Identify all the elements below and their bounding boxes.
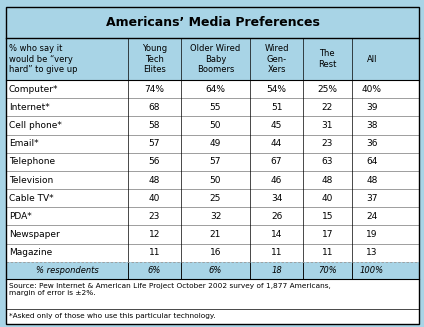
Text: % who say it
would be “very
hard” to give up: % who say it would be “very hard” to giv… — [9, 44, 78, 74]
Text: 25: 25 — [210, 194, 221, 203]
Text: Older Wired
Baby
Boomers: Older Wired Baby Boomers — [190, 44, 241, 74]
Text: All: All — [367, 55, 377, 63]
Bar — [6, 171, 419, 189]
Text: 21: 21 — [210, 230, 221, 239]
Text: Telephone: Telephone — [9, 157, 55, 166]
Text: 57: 57 — [149, 139, 160, 148]
Text: 31: 31 — [321, 121, 333, 130]
Bar — [6, 207, 419, 225]
Bar — [6, 279, 419, 309]
Text: 11: 11 — [321, 248, 333, 257]
Text: 34: 34 — [271, 194, 282, 203]
Text: *Asked only of those who use this particular technology.: *Asked only of those who use this partic… — [9, 313, 215, 319]
Bar — [6, 309, 419, 324]
Bar — [6, 225, 419, 244]
Bar — [6, 135, 419, 153]
Text: 64: 64 — [366, 157, 377, 166]
Text: 16: 16 — [210, 248, 221, 257]
Text: 45: 45 — [271, 121, 282, 130]
Text: Email*: Email* — [9, 139, 39, 148]
Text: 36: 36 — [366, 139, 378, 148]
Text: Television: Television — [9, 176, 53, 184]
Text: 23: 23 — [322, 139, 333, 148]
Text: 40%: 40% — [362, 85, 382, 94]
Text: % respondents: % respondents — [36, 266, 99, 275]
Text: Wired
Gen-
Xers: Wired Gen- Xers — [264, 44, 289, 74]
Text: 13: 13 — [366, 248, 378, 257]
Text: 6%: 6% — [209, 266, 222, 275]
Text: 46: 46 — [271, 176, 282, 184]
Text: Newspaper: Newspaper — [9, 230, 60, 239]
Text: 17: 17 — [321, 230, 333, 239]
Text: 48: 48 — [366, 176, 377, 184]
Text: 49: 49 — [210, 139, 221, 148]
Text: 48: 48 — [322, 176, 333, 184]
Text: 56: 56 — [149, 157, 160, 166]
Bar — [6, 244, 419, 262]
Text: Computer*: Computer* — [9, 85, 59, 94]
Text: Internet*: Internet* — [9, 103, 50, 112]
Text: PDA*: PDA* — [9, 212, 32, 221]
Text: 50: 50 — [210, 176, 221, 184]
Text: Cable TV*: Cable TV* — [9, 194, 53, 203]
Text: Young
Tech
Elites: Young Tech Elites — [142, 44, 167, 74]
Text: Magazine: Magazine — [9, 248, 52, 257]
Text: 64%: 64% — [206, 85, 226, 94]
Text: Cell phone*: Cell phone* — [9, 121, 62, 130]
Bar — [6, 80, 419, 98]
Text: 26: 26 — [271, 212, 282, 221]
Bar — [6, 7, 419, 38]
Text: 58: 58 — [149, 121, 160, 130]
Bar — [6, 98, 419, 116]
Text: 74%: 74% — [145, 85, 165, 94]
Text: 12: 12 — [149, 230, 160, 239]
Text: 67: 67 — [271, 157, 282, 166]
Text: 18: 18 — [271, 266, 282, 275]
Bar — [6, 38, 419, 80]
Text: 44: 44 — [271, 139, 282, 148]
Text: 63: 63 — [321, 157, 333, 166]
Text: 70%: 70% — [318, 266, 337, 275]
Text: 39: 39 — [366, 103, 378, 112]
Text: 15: 15 — [321, 212, 333, 221]
Text: 6%: 6% — [148, 266, 161, 275]
Text: 23: 23 — [149, 212, 160, 221]
Bar — [6, 116, 419, 135]
Text: 48: 48 — [149, 176, 160, 184]
Text: 51: 51 — [271, 103, 282, 112]
Text: 19: 19 — [366, 230, 378, 239]
Text: 57: 57 — [210, 157, 221, 166]
Text: 55: 55 — [210, 103, 221, 112]
Text: 40: 40 — [149, 194, 160, 203]
Text: 22: 22 — [322, 103, 333, 112]
Text: 11: 11 — [271, 248, 282, 257]
Text: 54%: 54% — [267, 85, 287, 94]
Text: Source: Pew Internet & American Life Project October 2002 survey of 1,877 Americ: Source: Pew Internet & American Life Pro… — [9, 283, 331, 296]
Text: 14: 14 — [271, 230, 282, 239]
Text: 37: 37 — [366, 194, 378, 203]
Text: 100%: 100% — [360, 266, 384, 275]
Text: 40: 40 — [322, 194, 333, 203]
Bar — [6, 153, 419, 171]
Text: 50: 50 — [210, 121, 221, 130]
Text: 32: 32 — [210, 212, 221, 221]
Text: Americans’ Media Preferences: Americans’ Media Preferences — [106, 16, 320, 29]
Text: The
Rest: The Rest — [318, 49, 337, 69]
Text: 24: 24 — [366, 212, 377, 221]
Text: 38: 38 — [366, 121, 378, 130]
Text: 11: 11 — [149, 248, 160, 257]
Text: 25%: 25% — [317, 85, 338, 94]
Bar — [6, 189, 419, 207]
Text: 68: 68 — [149, 103, 160, 112]
Bar — [6, 262, 419, 279]
